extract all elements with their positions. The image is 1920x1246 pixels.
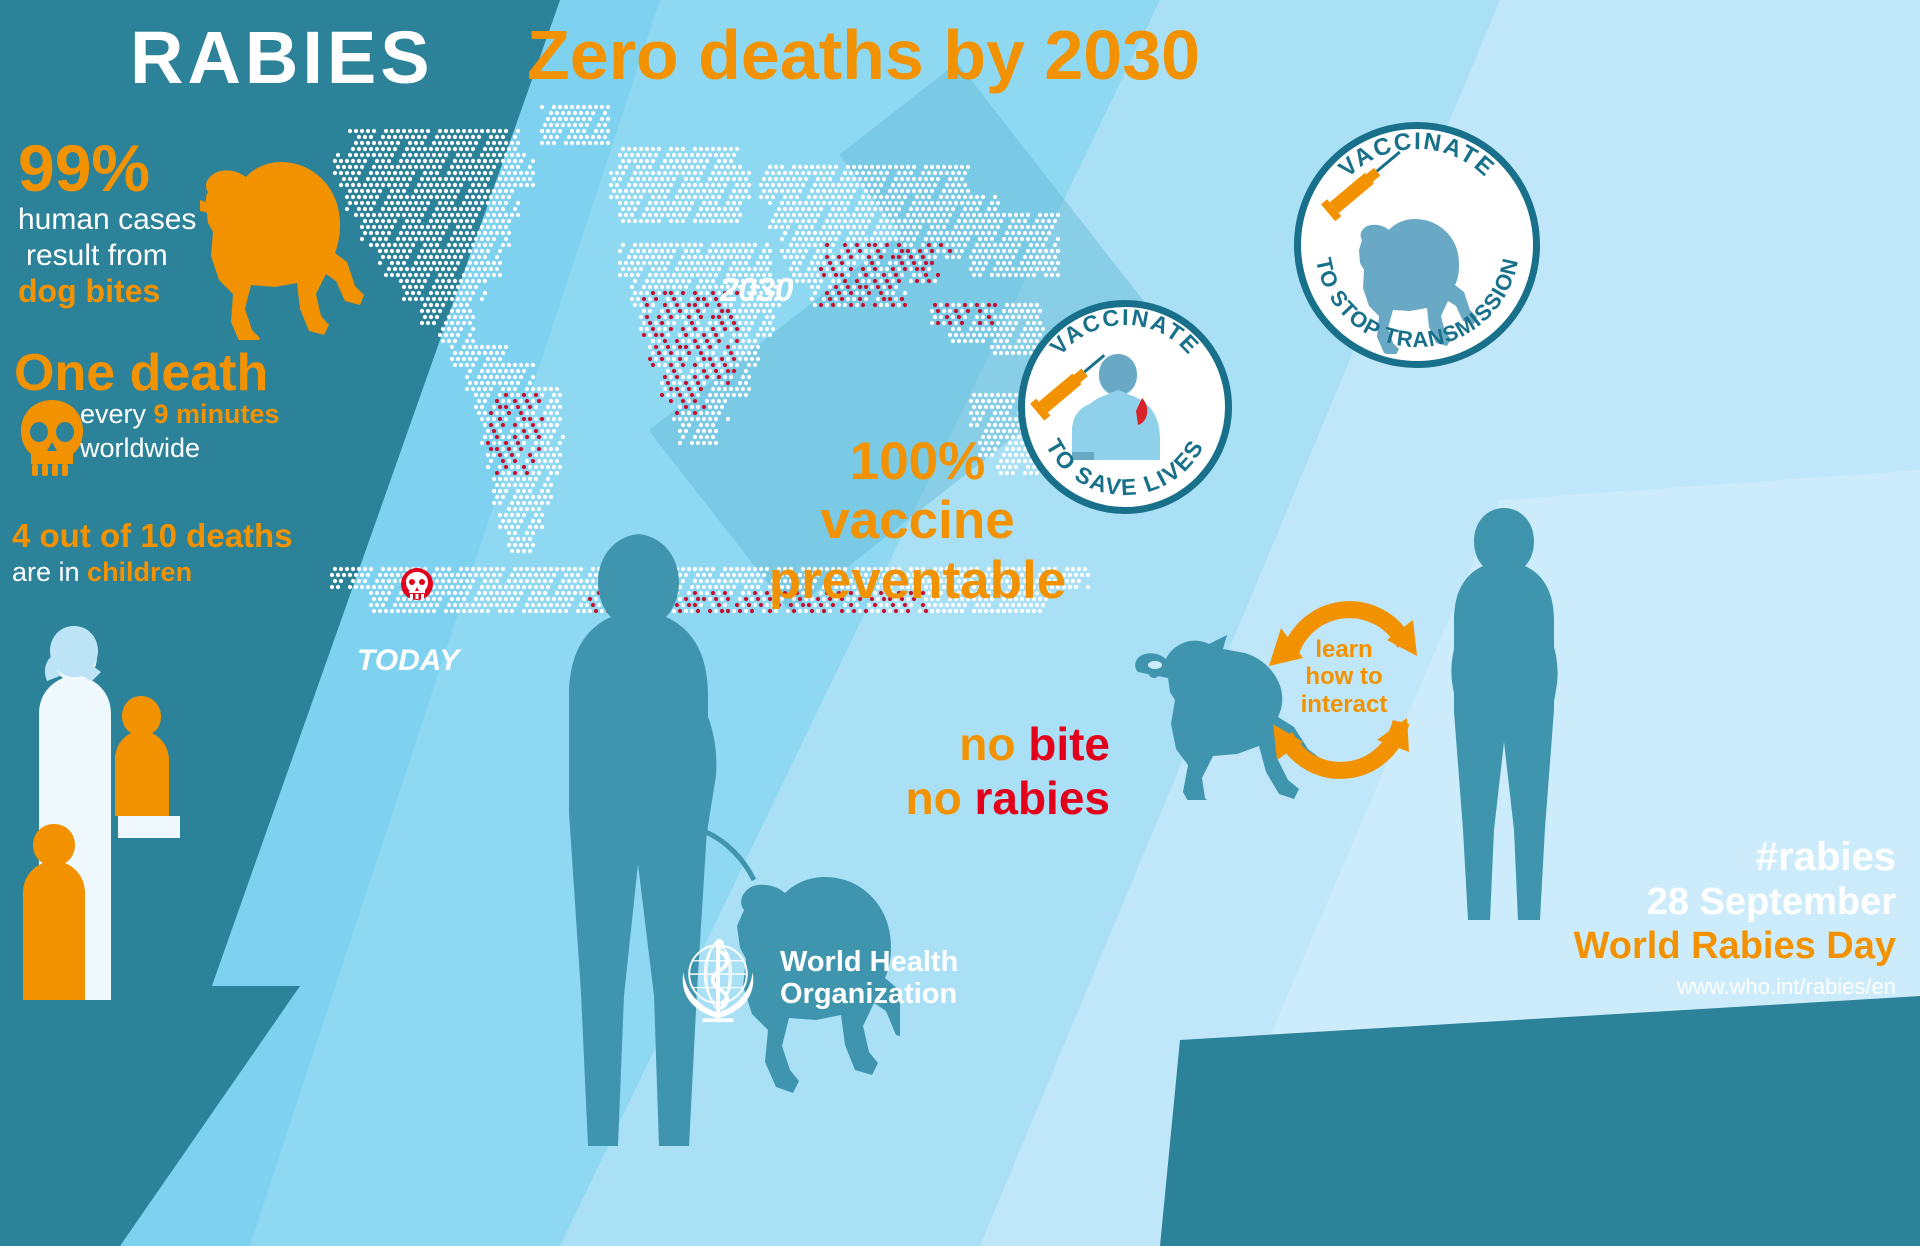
page-title: RABIES [130, 16, 434, 99]
badge-stop-transmission-top: VACCINATE [1334, 129, 1499, 183]
badge-stop-transmission: VACCINATE TO STOP TRANSMISSION [1294, 122, 1540, 368]
stat-99-number: 99% [18, 131, 151, 205]
stat-99-line1: human cases [18, 203, 197, 236]
footer-hashtag: #rabies [1755, 835, 1896, 879]
no-bite-prefix: no [959, 718, 1029, 770]
map-label-2030: 2030 [720, 271, 794, 308]
stat-one-death-highlight: 9 minutes [153, 399, 280, 429]
headline: Zero deaths by 2030 [527, 16, 1201, 94]
stat-children-highlight: children [87, 557, 193, 587]
stat-children-line2: are in children [12, 557, 193, 587]
learn-interact-line2: how to [1305, 663, 1383, 691]
svg-text:VACCINATE: VACCINATE [1045, 307, 1205, 360]
badge-stop-transmission-art [1321, 150, 1477, 354]
stat-99-line3: dog bites [18, 273, 161, 309]
svg-text:VACCINATE: VACCINATE [1334, 129, 1501, 183]
skull-marker-icon [401, 568, 433, 600]
footer-event: World Rabies Day [1573, 925, 1896, 968]
circular-arrows-icon [1269, 601, 1417, 779]
learn-interact-line3: interact [1300, 690, 1388, 718]
no-bite-line: no bite [800, 718, 1110, 772]
stat-99-line2: result from [26, 239, 168, 272]
standing-woman-silhouette [1451, 508, 1558, 920]
no-rabies-line: no rabies [800, 772, 1110, 826]
vaccine-preventable-line1: 100% [849, 432, 986, 491]
skull-icon [21, 400, 83, 476]
playful-dog-icon [1135, 635, 1321, 800]
bottom-right-teal-panel [1160, 996, 1920, 1246]
family-icon [23, 626, 180, 1000]
map-label-today: TODAY [357, 644, 460, 677]
no-bite-word: bite [1028, 718, 1110, 770]
vaccine-preventable-line2: vaccine [820, 491, 1015, 551]
no-bite-no-rabies-block: no bite no rabies [800, 718, 1110, 826]
svg-text:TO SAVE LIVES: TO SAVE LIVES [1041, 434, 1209, 500]
no-rabies-word: rabies [974, 771, 1110, 824]
footer-date: 28 September [1646, 881, 1896, 924]
stat-one-death-number: One death [14, 344, 269, 402]
who-emblem-icon [682, 938, 754, 1023]
woman-and-dog-silhouette [569, 534, 900, 1146]
who-name: World Health Organization [780, 946, 958, 1011]
learn-interact-block: learn how to interact [1292, 636, 1396, 718]
vaccine-preventable-line3: preventable [768, 550, 1067, 610]
stat-one-death-prefix: every [80, 399, 154, 429]
badge-save-lives-art [1030, 354, 1160, 460]
badge-save-lives: VACCINATE TO SAVE LIVES [1018, 300, 1232, 514]
dotted-world-map [329, 104, 1091, 614]
stat-children-line1: 4 out of 10 deaths [12, 517, 293, 554]
footer-block: #rabies 28 September World Rabies Day ww… [1574, 834, 1896, 1000]
learn-interact-line1: learn [1315, 636, 1373, 663]
no-rabies-prefix: no [905, 771, 975, 824]
badge-save-lives-top: VACCINATE [1045, 307, 1203, 360]
badge-save-lives-bottom: TO SAVE LIVES [1041, 434, 1207, 500]
badge-stop-transmission-bottom: TO STOP TRANSMISSION [1311, 255, 1522, 352]
stat-children-prefix: are in [12, 557, 88, 587]
who-logo-block: World Health Organization [670, 930, 958, 1026]
footer-url[interactable]: www.who.int/rabies/en [1677, 974, 1896, 1000]
dog-icon [200, 162, 364, 340]
badge-stop-transmission-text: VACCINATE TO STOP TRANSMISSION [1311, 129, 1523, 352]
vaccine-preventable-block: 100% vaccine preventable [745, 432, 1090, 610]
svg-text:TO STOP TRANSMISSION: TO STOP TRANSMISSION [1311, 255, 1523, 352]
who-name-line2: Organization [780, 978, 958, 1010]
stat-one-death-line2: worldwide [80, 433, 201, 463]
stat-one-death-line1: every 9 minutes [80, 399, 280, 429]
badge-save-lives-text: VACCINATE TO SAVE LIVES [1041, 307, 1209, 500]
who-name-line1: World Health [780, 945, 959, 978]
